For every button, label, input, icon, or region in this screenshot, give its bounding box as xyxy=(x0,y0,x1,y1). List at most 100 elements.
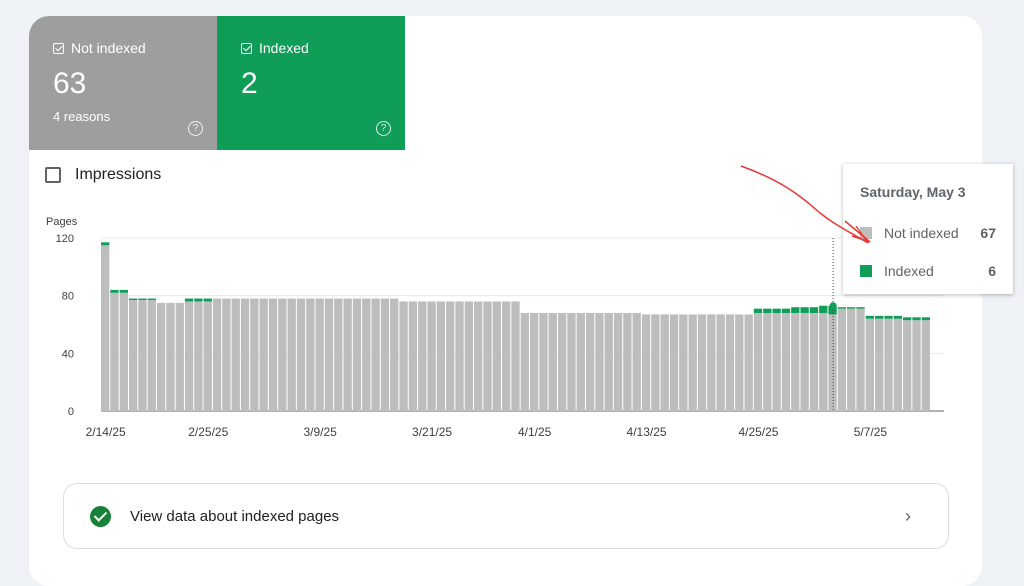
bar-not-indexed xyxy=(287,298,296,411)
tooltip-label: Not indexed xyxy=(884,225,959,241)
indexed-label: Indexed xyxy=(259,40,309,56)
bar-indexed xyxy=(203,298,212,302)
bar-not-indexed xyxy=(651,314,660,411)
indexed-count: 2 xyxy=(241,67,258,100)
bar-indexed xyxy=(828,305,837,315)
bar-indexed xyxy=(128,298,138,300)
bar-indexed xyxy=(856,307,865,309)
bar-not-indexed xyxy=(753,312,763,411)
bar-not-indexed xyxy=(567,312,576,411)
bar-not-indexed xyxy=(128,299,138,411)
bar-not-indexed xyxy=(632,312,641,411)
help-icon[interactable]: ? xyxy=(376,121,391,136)
help-icon[interactable]: ? xyxy=(188,121,203,136)
hover-point xyxy=(829,302,837,310)
bar-indexed xyxy=(110,289,119,293)
bar-not-indexed xyxy=(334,298,343,411)
bar-not-indexed xyxy=(296,298,306,411)
bar-not-indexed xyxy=(511,301,520,411)
bar-not-indexed xyxy=(576,312,585,411)
bar-indexed xyxy=(791,307,800,313)
bar-not-indexed xyxy=(623,312,632,411)
bar-not-indexed xyxy=(557,312,567,411)
bar-indexed xyxy=(772,308,781,313)
bar-indexed xyxy=(763,308,772,313)
bar-indexed xyxy=(921,317,930,321)
bar-not-indexed xyxy=(828,314,837,411)
indexed-swatch xyxy=(860,265,872,277)
not-indexed-header: Not indexed xyxy=(53,40,217,56)
impressions-label: Impressions xyxy=(75,166,162,183)
checkbox-checked-icon[interactable] xyxy=(241,42,252,54)
bar-not-indexed xyxy=(595,312,604,411)
bar-indexed xyxy=(147,298,156,300)
bar-not-indexed xyxy=(324,298,334,411)
checkbox-unchecked-icon[interactable] xyxy=(45,167,61,183)
bar-not-indexed xyxy=(119,292,128,411)
bar-indexed xyxy=(800,307,809,313)
bar-not-indexed xyxy=(380,298,390,411)
bar-indexed xyxy=(138,298,147,300)
bar-indexed xyxy=(753,308,763,313)
x-tick-label: 4/1/25 xyxy=(518,425,552,439)
bar-not-indexed xyxy=(837,308,847,411)
bar-indexed xyxy=(903,317,912,321)
bar-not-indexed xyxy=(138,299,147,411)
bar-not-indexed xyxy=(315,298,324,411)
x-tick-label: 2/25/25 xyxy=(188,425,228,439)
y-tick-label: 120 xyxy=(56,233,74,245)
bar-not-indexed xyxy=(847,308,856,411)
bar-not-indexed xyxy=(697,314,707,411)
bar-not-indexed xyxy=(791,312,800,411)
bar-not-indexed xyxy=(184,301,194,411)
bar-not-indexed xyxy=(110,292,119,411)
bar-not-indexed xyxy=(371,298,380,411)
bar-not-indexed xyxy=(259,298,268,411)
bar-not-indexed xyxy=(520,312,529,411)
chart-tooltip: Saturday, May 3 Not indexed 67 Indexed 6 xyxy=(843,164,1013,294)
bar-not-indexed xyxy=(343,298,352,411)
bar-not-indexed xyxy=(529,312,539,411)
bar-not-indexed xyxy=(819,312,828,411)
indexed-tile[interactable]: Indexed 2 ? xyxy=(217,16,405,150)
not-indexed-tile[interactable]: Not indexed 63 4 reasons ? xyxy=(29,16,217,150)
bar-not-indexed xyxy=(147,299,156,411)
bar-not-indexed xyxy=(744,314,753,411)
bar-not-indexed xyxy=(240,298,250,411)
indexing-chart[interactable]: Pages 0 40 80 120 2/14/25 2/25/25 3/9/25 3/21/25… xyxy=(0,0,1024,470)
bar-not-indexed xyxy=(483,301,492,411)
not-indexed-reasons: 4 reasons xyxy=(53,109,111,124)
bar-not-indexed xyxy=(865,318,875,411)
y-tick-label: 40 xyxy=(62,348,74,360)
bar-not-indexed xyxy=(278,298,287,411)
checkbox-checked-icon[interactable] xyxy=(53,42,64,54)
bar-not-indexed xyxy=(884,318,893,411)
bar-not-indexed xyxy=(362,298,371,411)
tooltip-value: 6 xyxy=(988,263,996,279)
tooltip-label: Indexed xyxy=(884,263,934,279)
bar-indexed xyxy=(194,298,203,302)
bar-not-indexed xyxy=(604,312,613,411)
bar-not-indexed xyxy=(903,320,912,411)
bar-indexed xyxy=(893,315,903,319)
bar-not-indexed xyxy=(418,301,427,411)
bar-not-indexed xyxy=(212,298,222,411)
not-indexed-count: 63 xyxy=(53,67,87,100)
bar-indexed xyxy=(884,315,893,319)
bar-not-indexed xyxy=(268,298,278,411)
bar-not-indexed xyxy=(912,320,921,411)
bar-not-indexed xyxy=(464,301,474,411)
bar-not-indexed xyxy=(474,301,483,411)
bar-indexed xyxy=(809,307,819,313)
bar-not-indexed xyxy=(175,302,184,411)
bar-indexed xyxy=(101,242,110,246)
bar-not-indexed xyxy=(427,301,436,411)
y-tick-label: 0 xyxy=(68,406,74,418)
bar-not-indexed xyxy=(352,298,362,411)
tooltip-row-indexed: Indexed 6 xyxy=(860,252,996,290)
bar-not-indexed xyxy=(502,301,511,411)
view-indexed-pages-link[interactable]: View data about indexed pages › xyxy=(63,483,949,549)
bar-not-indexed xyxy=(735,314,744,411)
impressions-toggle[interactable]: Impressions xyxy=(45,166,161,184)
tooltip-date: Saturday, May 3 xyxy=(860,184,966,200)
